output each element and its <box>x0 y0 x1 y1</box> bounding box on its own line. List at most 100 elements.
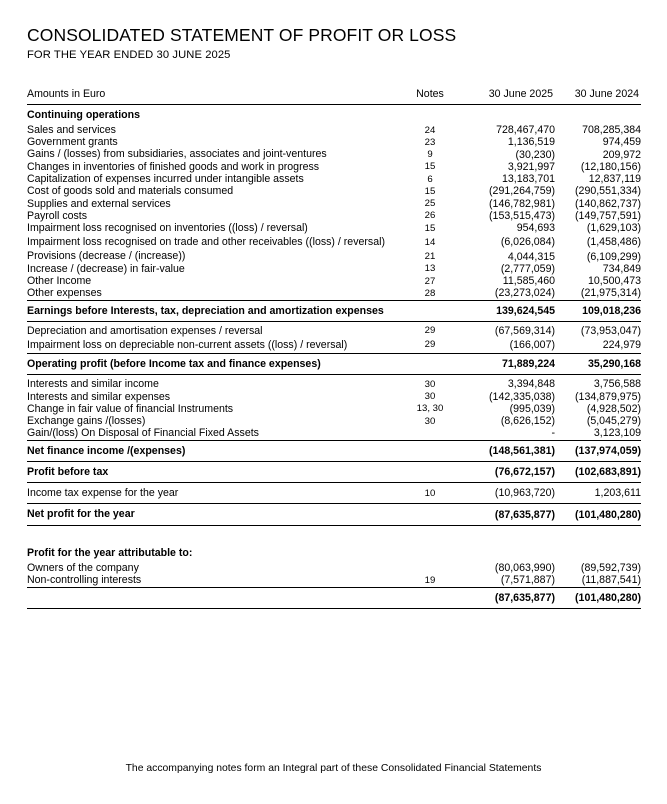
subtotal-row-net-finance: Net finance income /(expenses) (148,561,… <box>27 440 641 462</box>
table-row: Interests and similar expenses 30 (142,3… <box>27 391 641 403</box>
table-row: Impairment loss on depreciable non-curre… <box>27 336 641 354</box>
row-value-2025: 1,136,519 <box>507 136 555 149</box>
row-value-2025: (87,635,877) <box>461 503 555 526</box>
row-value-2024: 708,285,384 <box>582 124 641 137</box>
row-label: Depreciation and amortisation expenses /… <box>27 324 263 337</box>
row-label: Cost of goods sold and materials consume… <box>27 185 234 198</box>
row-notes <box>399 440 461 462</box>
row-value-2025: 954,693 <box>516 222 555 235</box>
row-label: Changes in inventories of finished goods… <box>27 160 320 173</box>
row-value-2024: (290,551,334) <box>575 185 641 198</box>
row-notes: 23 <box>424 136 436 148</box>
row-notes <box>399 427 461 441</box>
row-value-2025: (142,335,038) <box>489 390 555 403</box>
row-notes: 13 <box>424 263 436 275</box>
row-value-2025: (80,063,990) <box>494 562 555 575</box>
row-value-2024: 3,756,588 <box>593 378 641 391</box>
row-label: Impairment loss recognised on inventorie… <box>27 222 308 235</box>
row-label: Operating profit (before Income tax and … <box>27 353 399 376</box>
table-row: Depreciation and amortisation expenses /… <box>27 325 641 337</box>
table-row: Cost of goods sold and materials consume… <box>27 185 641 197</box>
table-row: Supplies and external services 25 (146,7… <box>27 198 641 210</box>
row-value-2025: (153,515,473) <box>489 209 555 222</box>
row-label: Other expenses <box>27 287 399 301</box>
table-row: Gains / (losses) from subsidiaries, asso… <box>27 148 641 160</box>
section-header-attributable: Profit for the year attributable to: <box>27 543 641 562</box>
table-row: Provisions (decrease / (increase)) 21 4,… <box>27 250 641 262</box>
row-notes: 30 <box>424 378 436 390</box>
row-notes: 15 <box>424 185 436 197</box>
row-value-2025: (10,963,720) <box>461 482 555 505</box>
row-value-2024: (6,109,299) <box>586 250 641 263</box>
page-title: CONSOLIDATED STATEMENT OF PROFIT OR LOSS <box>27 25 457 45</box>
row-value-2024: 734,849 <box>602 262 641 275</box>
table-row: Capitalization of expenses incurred unde… <box>27 173 641 185</box>
section-header-continuing-operations: Continuing operations <box>27 104 641 124</box>
row-value-2024: (21,975,314) <box>555 287 641 301</box>
row-value-2025: 13,183,701 <box>501 173 555 186</box>
row-label: Other Income <box>27 275 92 288</box>
row-label: Impairment loss on depreciable non-curre… <box>27 336 399 354</box>
table-row: Gain/(loss) On Disposal of Financial Fix… <box>27 427 641 441</box>
row-value-2025: 11,585,460 <box>502 275 555 288</box>
table-row: Sales and services 24 728,467,470 708,28… <box>27 124 641 136</box>
row-value-2025: 139,624,545 <box>461 300 555 322</box>
row-notes: 15 <box>424 222 436 234</box>
row-notes <box>399 587 461 609</box>
table-row: Other Income 27 11,585,460 10,500,473 <box>27 275 641 287</box>
row-value-2024: (101,480,280) <box>555 587 641 609</box>
row-notes: 24 <box>424 124 436 136</box>
row-value-2025: 4,044,315 <box>507 250 555 263</box>
row-label: Profit before tax <box>27 461 399 484</box>
row-label: Change in fair value of financial Instru… <box>27 402 234 415</box>
column-header-year-current: 30 June 2025 <box>461 87 555 105</box>
row-notes: 28 <box>399 287 461 301</box>
row-value-2024: 224,979 <box>555 336 641 354</box>
row-notes: 25 <box>424 198 436 210</box>
total-row-attributable: (87,635,877) (101,480,280) <box>27 587 641 609</box>
table-row: Change in fair value of financial Instru… <box>27 403 641 415</box>
row-label: Earnings before Interests, tax, deprecia… <box>27 300 399 322</box>
column-header-amounts: Amounts in Euro <box>27 87 399 105</box>
row-notes: 19 <box>399 574 461 588</box>
row-notes: 26 <box>424 210 436 222</box>
spacer <box>27 525 641 543</box>
profit-or-loss-table: Amounts in Euro Notes 30 June 2025 30 Ju… <box>27 87 641 609</box>
row-label: Provisions (decrease / (increase)) <box>27 250 186 263</box>
row-value-2024: (4,928,502) <box>586 402 641 415</box>
table-row: Interests and similar income 30 3,394,84… <box>27 378 641 390</box>
table-row: Exchange gains /(losses) 30 (8,626,152) … <box>27 415 641 427</box>
table-row: Government grants 23 1,136,519 974,459 <box>27 136 641 148</box>
row-notes: 14 <box>424 236 436 248</box>
row-value-2024: 12,837,119 <box>588 173 641 186</box>
table-header-row: Amounts in Euro Notes 30 June 2025 30 Ju… <box>27 87 641 105</box>
table-row-income-tax: Income tax expense for the year 10 (10,9… <box>27 482 641 505</box>
row-label: Interests and similar expenses <box>27 390 171 403</box>
column-header-year-prior: 30 June 2024 <box>555 87 641 105</box>
row-label: Increase / (decrease) in fair-value <box>27 262 185 275</box>
row-notes <box>399 300 461 322</box>
row-value-2025: (87,635,877) <box>461 587 555 609</box>
row-value-2025: (148,561,381) <box>461 440 555 462</box>
subtotal-row-profit-before-tax: Profit before tax (76,672,157) (102,683,… <box>27 461 641 484</box>
column-header-notes: Notes <box>399 87 461 105</box>
row-notes: 9 <box>427 149 433 161</box>
row-label <box>27 587 399 609</box>
subtotal-row-operating-profit: Operating profit (before Income tax and … <box>27 353 641 376</box>
row-value-2024: (11,887,541) <box>555 574 641 588</box>
section-label: Profit for the year attributable to: <box>27 546 193 559</box>
row-label: Capitalization of expenses incurred unde… <box>27 173 304 185</box>
row-notes: 27 <box>424 275 436 287</box>
row-value-2024: (89,592,739) <box>580 562 641 575</box>
row-value-2025: (7,571,887) <box>461 574 555 588</box>
row-label: Net profit for the year <box>27 503 399 526</box>
row-value-2024: 209,972 <box>602 148 641 161</box>
row-notes <box>399 461 461 484</box>
row-value-2025: (76,672,157) <box>461 461 555 484</box>
table-row: Changes in inventories of finished goods… <box>27 161 641 173</box>
row-notes: 29 <box>399 336 461 354</box>
row-value-2024: (1,629,103) <box>586 222 641 235</box>
row-value-2024: (102,683,891) <box>555 461 641 484</box>
row-value-2024: (134,879,975) <box>575 390 641 403</box>
